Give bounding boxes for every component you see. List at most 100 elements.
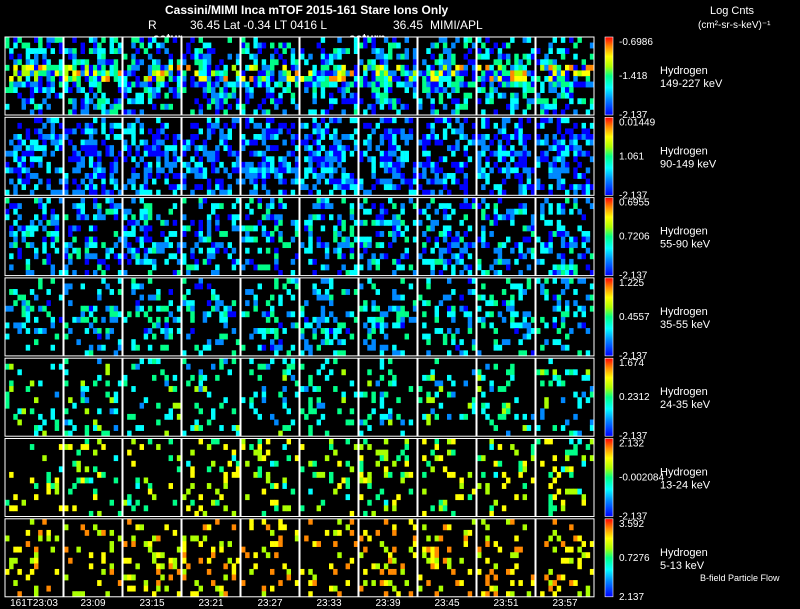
flux-cell	[253, 81, 258, 88]
flux-cell	[50, 231, 56, 237]
flux-cell	[544, 134, 549, 140]
flux-cell	[261, 98, 267, 105]
flux-cell	[194, 70, 199, 77]
flux-cell	[412, 203, 418, 210]
flux-cell	[471, 402, 477, 409]
flux-cell	[270, 87, 275, 94]
flux-cell	[68, 76, 73, 82]
flux-cell	[463, 117, 469, 124]
flux-cell	[286, 277, 292, 284]
flux-cell	[359, 494, 364, 501]
flux-cell	[447, 231, 452, 237]
flux-cell	[286, 408, 292, 415]
flux-cell	[526, 81, 532, 88]
flux-cell	[341, 397, 346, 404]
flux-cell	[143, 258, 149, 265]
flux-cell	[581, 541, 587, 547]
flux-cell	[241, 139, 246, 146]
flux-cell	[426, 339, 431, 346]
flux-cell	[211, 98, 216, 105]
flux-cell	[506, 305, 511, 312]
flux-cell	[58, 363, 64, 370]
flux-cell	[198, 505, 204, 512]
flux-cell	[304, 219, 309, 226]
flux-cell	[363, 546, 368, 553]
flux-cell	[459, 236, 464, 243]
flux-cell	[127, 178, 132, 185]
flux-cell	[257, 264, 263, 271]
flux-cell	[392, 322, 397, 329]
flux-cell	[219, 231, 224, 237]
flux-cell	[585, 184, 591, 191]
flux-cell	[253, 109, 258, 116]
flux-cell	[560, 150, 566, 157]
flux-cell	[294, 145, 300, 152]
flux-cell	[101, 471, 106, 478]
flux-cell	[190, 483, 195, 489]
flux-cell	[383, 413, 389, 420]
flux-cell	[556, 380, 562, 387]
flux-cell	[442, 339, 448, 346]
flux-cell	[556, 488, 562, 495]
flux-cell	[176, 134, 182, 140]
flux-cell	[46, 59, 51, 66]
flux-cell	[101, 444, 106, 450]
flux-cell	[194, 242, 199, 249]
flux-cell	[463, 81, 469, 88]
flux-cell	[510, 316, 515, 323]
flux-cell	[506, 42, 511, 49]
flux-cell	[117, 289, 123, 295]
flux-cell	[506, 173, 511, 179]
flux-cell	[548, 568, 553, 575]
pitch-angle-panel	[476, 116, 536, 196]
flux-cell	[168, 574, 174, 581]
flux-cell	[418, 70, 423, 77]
flux-cell	[442, 258, 448, 265]
flux-cell	[518, 546, 523, 553]
flux-cell	[560, 70, 566, 77]
flux-cell	[135, 189, 140, 196]
flux-cell	[105, 145, 110, 152]
flux-cell	[29, 81, 35, 88]
flux-cell	[485, 242, 490, 249]
flux-cell	[337, 460, 342, 467]
flux-cell	[514, 53, 519, 60]
flux-cell	[113, 156, 119, 163]
flux-cell	[164, 150, 169, 157]
flux-cell	[88, 311, 94, 318]
flux-cell	[9, 563, 14, 570]
flux-cell	[202, 510, 208, 517]
flux-cell	[412, 76, 418, 82]
flux-cell	[152, 494, 157, 501]
flux-cell	[430, 178, 435, 185]
flux-cell	[426, 374, 431, 381]
flux-cell	[227, 460, 233, 467]
flux-cell	[324, 203, 330, 210]
flux-cell	[21, 294, 27, 301]
flux-cell	[337, 53, 342, 60]
flux-cell	[481, 283, 486, 290]
flux-cell	[68, 419, 73, 426]
flux-cell	[477, 546, 482, 553]
flux-cell	[359, 552, 364, 559]
flux-cell	[34, 37, 39, 43]
flux-cell	[396, 42, 401, 49]
flux-cell	[34, 103, 39, 110]
flux-cell	[337, 161, 342, 168]
flux-cell	[396, 305, 401, 312]
flux-cell	[290, 236, 296, 243]
flux-cell	[337, 242, 342, 249]
flux-cell	[54, 145, 60, 152]
colorbar-max-label: 2.132	[619, 439, 644, 450]
flux-cell	[25, 128, 31, 135]
flux-cell	[565, 311, 570, 318]
flux-cell	[17, 253, 22, 260]
flux-cell	[46, 253, 51, 260]
flux-cell	[219, 546, 224, 553]
flux-cell	[540, 87, 545, 94]
flux-cell	[241, 344, 246, 351]
flux-cell	[501, 156, 507, 163]
flux-cell	[278, 219, 283, 226]
flux-cell	[198, 225, 204, 232]
flux-cell	[304, 139, 309, 146]
